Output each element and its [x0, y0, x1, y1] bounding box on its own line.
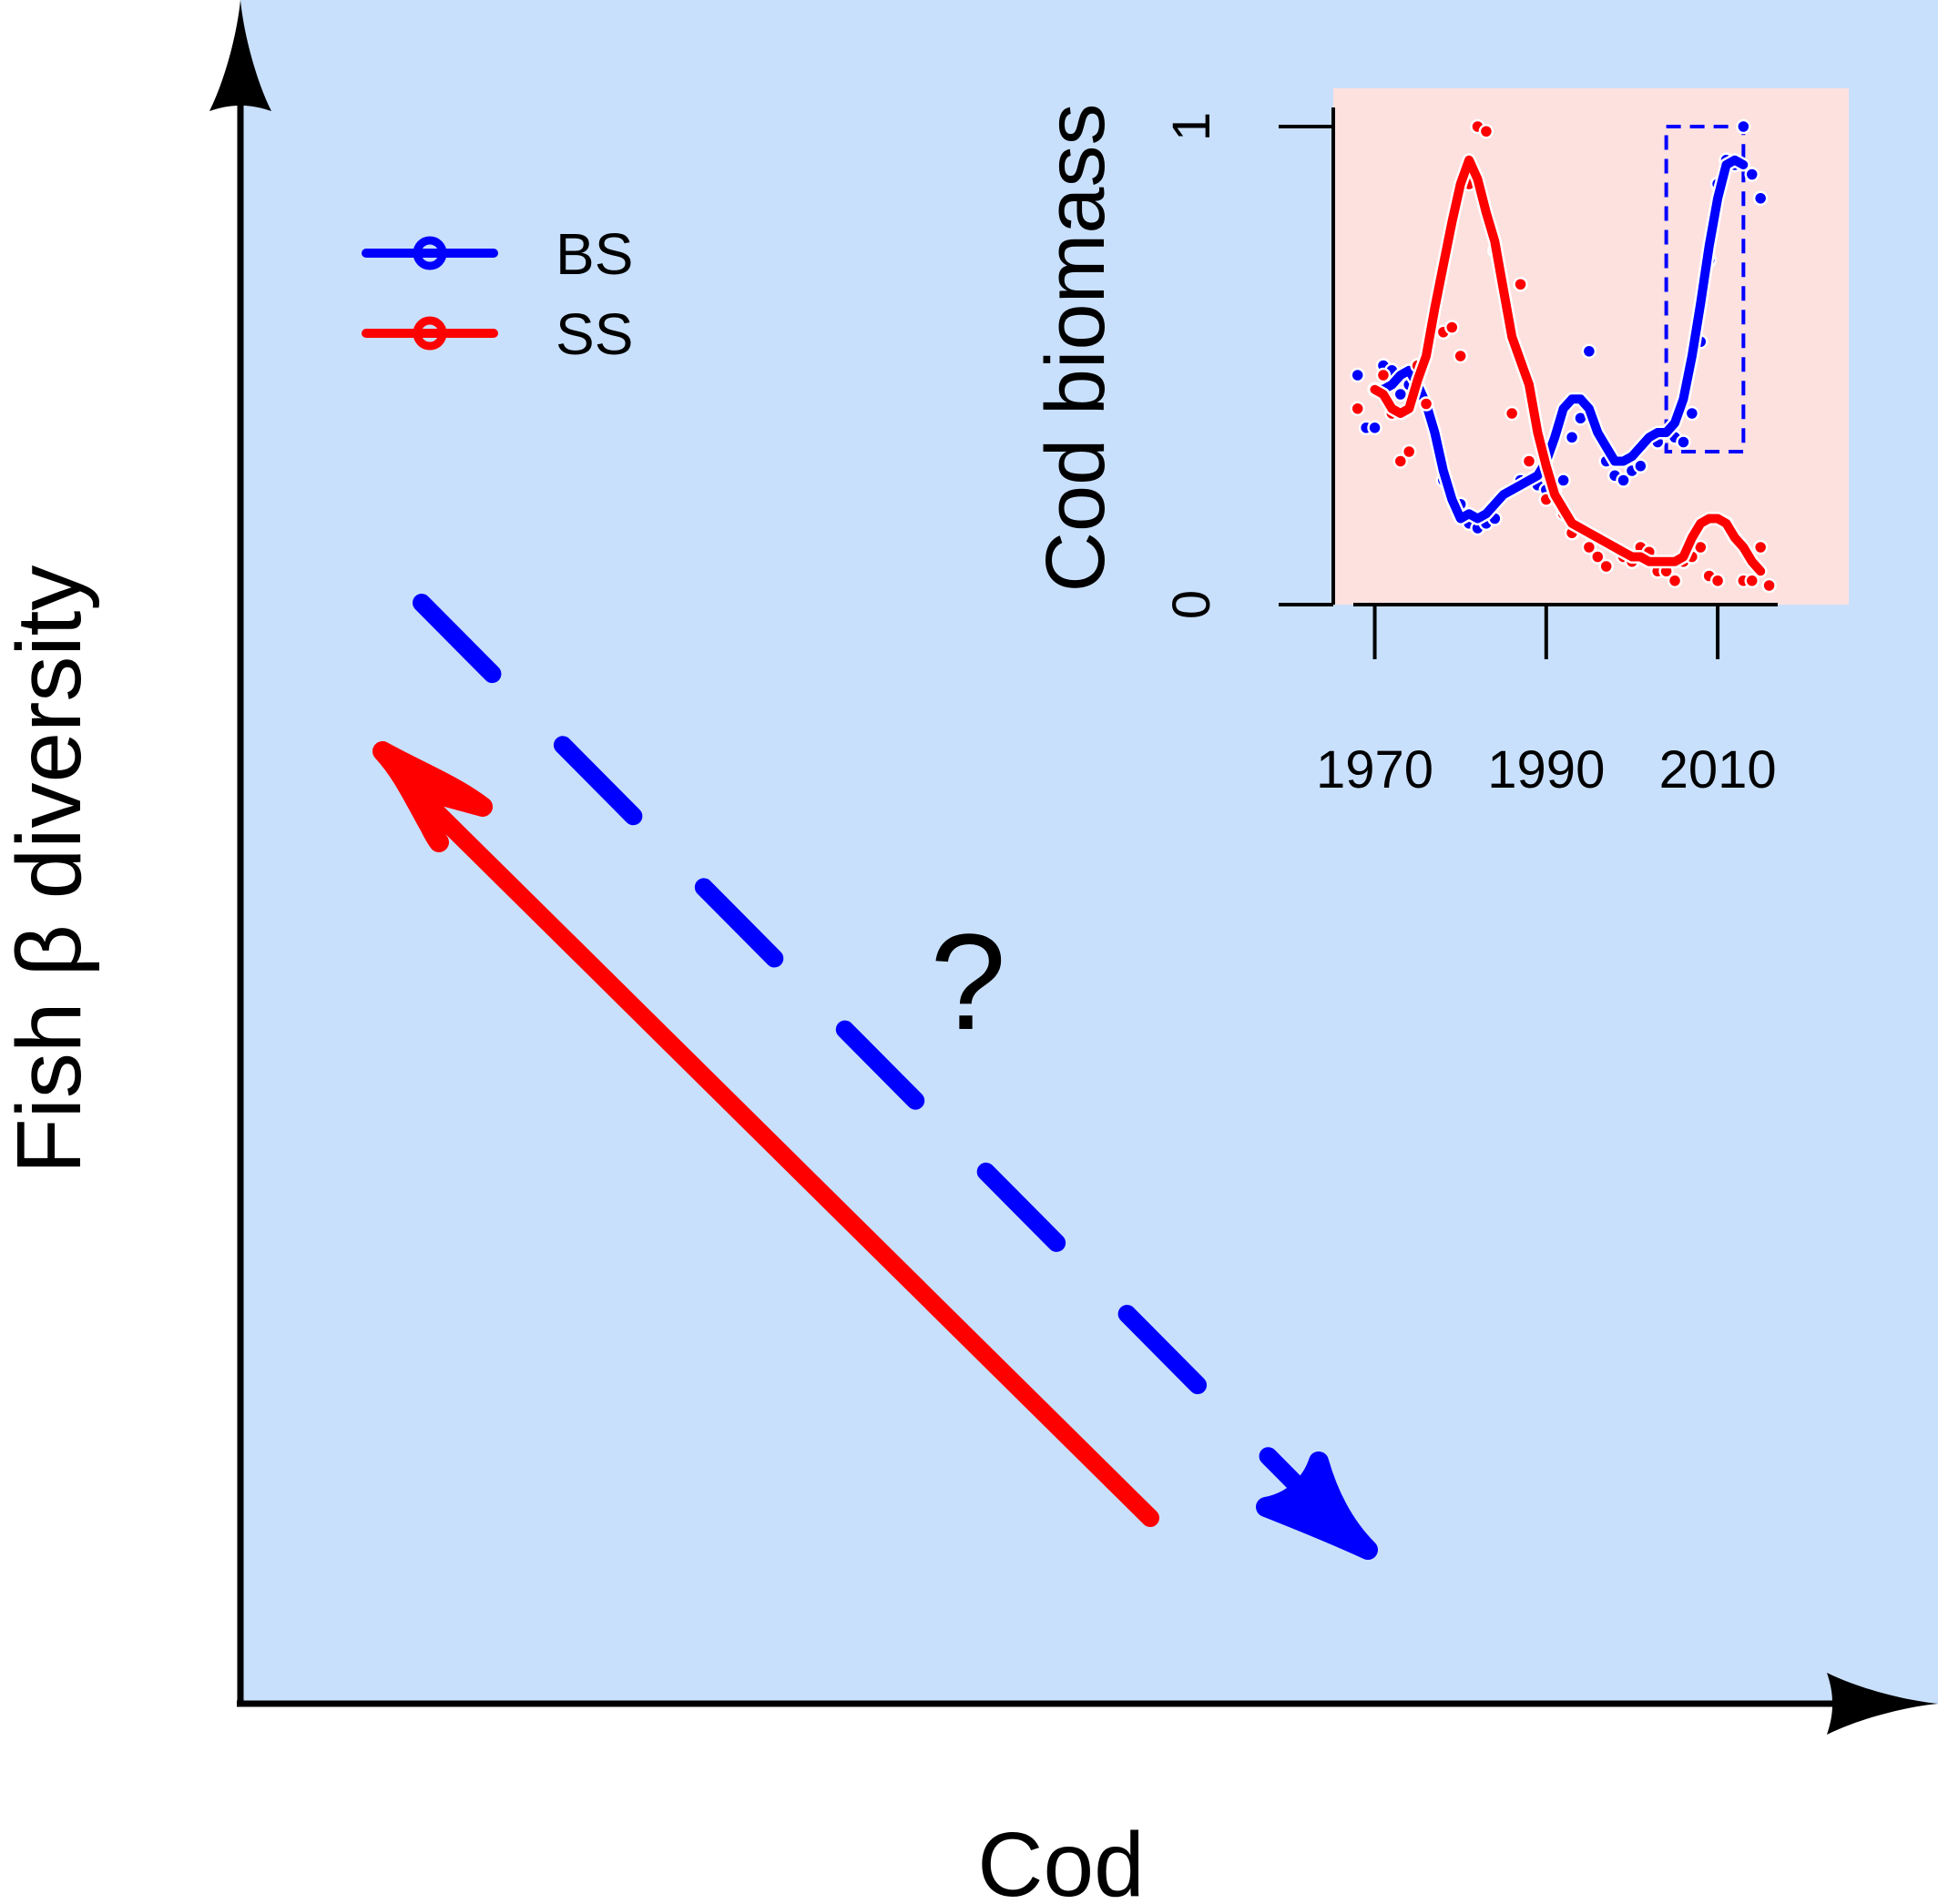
- inset-point-ss: [1444, 320, 1460, 335]
- legend-item-ss: SS: [362, 301, 633, 367]
- x-axis-arrowhead: [1827, 1673, 1938, 1735]
- inset-point-bs: [1752, 190, 1769, 206]
- legend: BS SS: [362, 221, 633, 367]
- bs-arrow-head: [1256, 1451, 1378, 1560]
- inset-y-tick-label: 0: [1162, 590, 1221, 619]
- inset-point-ss: [1744, 573, 1760, 588]
- inset-point-ss: [1504, 405, 1520, 422]
- inset-point-bs: [1367, 420, 1382, 435]
- inset-y-tick-label: 1: [1162, 112, 1221, 141]
- inset-plot-area: [1350, 118, 1777, 594]
- y-axis-arrowhead: [209, 0, 271, 111]
- legend-marker-ss: [413, 316, 447, 351]
- x-axis-label: Cod: [977, 1814, 1144, 1904]
- ss-arrow-head: [372, 741, 493, 852]
- y-axis-label: Fish β diversity: [0, 565, 100, 1175]
- inset-point-ss: [1709, 573, 1726, 588]
- inset-x-tick-label: 1970: [1316, 740, 1433, 799]
- ss-arrow: [372, 741, 1159, 1527]
- legend-label-bs: BS: [556, 221, 633, 287]
- bs-arrow: [413, 594, 1378, 1560]
- inset-point-bs: [1564, 430, 1580, 445]
- inset-point-bs: [1633, 458, 1648, 473]
- inset-point-bs: [1744, 167, 1760, 182]
- inset-point-ss: [1581, 539, 1597, 555]
- inset-point-ss: [1418, 396, 1434, 412]
- inset-point-ss: [1513, 277, 1528, 292]
- bs-arrow-shaft: [413, 594, 1311, 1500]
- inset-point-ss: [1752, 539, 1769, 555]
- inset-point-ss: [1392, 453, 1409, 469]
- inset-point-ss: [1478, 124, 1494, 139]
- inset-series: [1350, 118, 1777, 594]
- inset-point-bs: [1616, 473, 1631, 488]
- inset-point-ss: [1350, 401, 1365, 416]
- question-mark: ?: [930, 905, 1005, 1058]
- inset-chart: 01 1970 1990 2010 Cod biomass: [1029, 88, 1849, 799]
- inset-line-bs: [1370, 155, 1749, 524]
- bs-highlight-box: [1664, 125, 1746, 453]
- inset-point-bs: [1736, 118, 1751, 135]
- legend-label-ss: SS: [556, 301, 633, 367]
- inset-point-ss: [1453, 348, 1468, 364]
- inset-point-bs: [1350, 367, 1365, 383]
- inset-point-ss: [1761, 577, 1777, 594]
- inset-point-ss: [1667, 573, 1683, 588]
- inset-point-bs: [1581, 343, 1597, 359]
- inset-point-ss: [1590, 549, 1606, 565]
- inset-line-ss: [1370, 155, 1766, 576]
- inset-point-ss: [1598, 558, 1614, 575]
- inset-x-tick-label: 1990: [1487, 740, 1605, 799]
- legend-item-bs: BS: [362, 221, 633, 287]
- inset-point-ss: [1401, 443, 1417, 460]
- inset-point-bs: [1684, 405, 1700, 422]
- inset-y-ticks: 01: [1162, 112, 1333, 619]
- inset-x-ticks: 1970 1990 2010: [1316, 605, 1777, 799]
- inset-x-tick-label: 2010: [1659, 740, 1777, 799]
- inset-y-axis-label: Cod biomass: [1029, 104, 1122, 593]
- legend-marker-bs: [413, 236, 447, 270]
- inset-point-bs: [1676, 434, 1691, 450]
- inset-point-ss: [1375, 367, 1392, 383]
- ss-arrow-shaft: [405, 781, 1159, 1527]
- inset-point-ss: [1521, 453, 1537, 469]
